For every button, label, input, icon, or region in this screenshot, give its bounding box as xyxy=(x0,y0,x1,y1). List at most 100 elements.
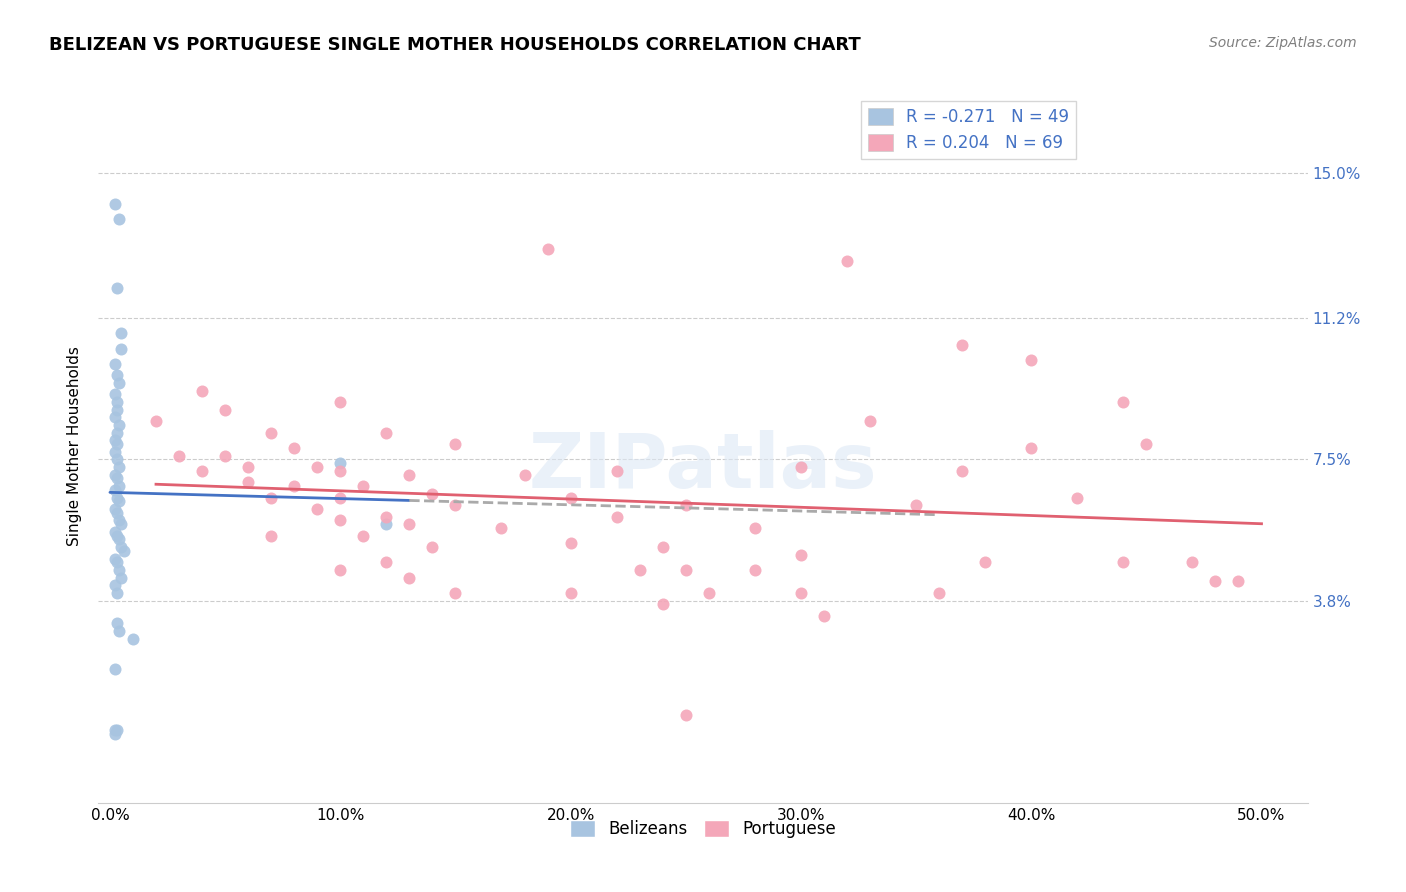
Point xyxy=(110,342,132,356)
Point xyxy=(103,551,125,566)
Point xyxy=(1112,395,1135,409)
Point xyxy=(398,517,420,532)
Point xyxy=(103,434,125,448)
Point xyxy=(105,586,128,600)
Point xyxy=(260,529,283,543)
Point xyxy=(236,475,259,490)
Point xyxy=(950,338,973,352)
Point xyxy=(103,196,125,211)
Point xyxy=(108,479,131,493)
Point xyxy=(108,211,131,226)
Point xyxy=(352,529,374,543)
Text: ZIPatlas: ZIPatlas xyxy=(529,431,877,504)
Point xyxy=(422,486,444,500)
Point xyxy=(105,395,128,409)
Point xyxy=(110,517,132,532)
Point xyxy=(105,529,128,543)
Point xyxy=(536,243,558,257)
Point xyxy=(329,464,352,478)
Point xyxy=(513,467,536,482)
Point xyxy=(145,414,167,428)
Point xyxy=(105,425,128,440)
Point xyxy=(103,357,125,371)
Y-axis label: Single Mother Households: Single Mother Households xyxy=(67,346,83,546)
Point xyxy=(606,509,628,524)
Point xyxy=(191,384,214,398)
Point xyxy=(103,662,125,676)
Point xyxy=(790,548,813,562)
Point xyxy=(108,460,131,475)
Point xyxy=(105,506,128,520)
Point xyxy=(105,555,128,569)
Point xyxy=(790,460,813,475)
Point xyxy=(108,417,131,432)
Point xyxy=(307,460,329,475)
Point xyxy=(110,571,132,585)
Point xyxy=(103,410,125,425)
Point xyxy=(835,254,858,268)
Point xyxy=(167,449,190,463)
Point xyxy=(105,437,128,451)
Point xyxy=(108,494,131,508)
Point xyxy=(108,624,131,638)
Point xyxy=(444,586,467,600)
Point xyxy=(606,464,628,478)
Point xyxy=(105,616,128,631)
Point xyxy=(1066,491,1088,505)
Point xyxy=(1019,441,1042,455)
Point xyxy=(103,578,125,592)
Point xyxy=(108,563,131,577)
Point xyxy=(560,586,582,600)
Point xyxy=(628,563,651,577)
Point xyxy=(974,555,997,569)
Point xyxy=(744,563,766,577)
Point xyxy=(1019,353,1042,368)
Point xyxy=(444,498,467,512)
Point xyxy=(560,491,582,505)
Point xyxy=(651,598,673,612)
Point xyxy=(110,540,132,554)
Point xyxy=(950,464,973,478)
Point xyxy=(260,491,283,505)
Legend: R = -0.271   N = 49, R = 0.204   N = 69: R = -0.271 N = 49, R = 0.204 N = 69 xyxy=(860,101,1076,159)
Point xyxy=(675,708,697,723)
Point xyxy=(375,509,398,524)
Text: BELIZEAN VS PORTUGUESE SINGLE MOTHER HOUSEHOLDS CORRELATION CHART: BELIZEAN VS PORTUGUESE SINGLE MOTHER HOU… xyxy=(49,36,860,54)
Point xyxy=(103,524,125,539)
Point xyxy=(329,563,352,577)
Point xyxy=(329,491,352,505)
Point xyxy=(108,513,131,527)
Point xyxy=(352,479,374,493)
Point xyxy=(329,456,352,470)
Point xyxy=(105,491,128,505)
Point xyxy=(422,540,444,554)
Point xyxy=(103,444,125,458)
Point xyxy=(444,437,467,451)
Point xyxy=(283,441,305,455)
Point xyxy=(1112,555,1135,569)
Point xyxy=(108,376,131,390)
Point xyxy=(307,502,329,516)
Text: Source: ZipAtlas.com: Source: ZipAtlas.com xyxy=(1209,36,1357,50)
Point xyxy=(859,414,882,428)
Point xyxy=(214,449,236,463)
Point xyxy=(103,723,125,738)
Point xyxy=(491,521,513,535)
Point xyxy=(675,498,697,512)
Point xyxy=(813,608,835,623)
Point xyxy=(1135,437,1157,451)
Point xyxy=(329,513,352,527)
Point xyxy=(283,479,305,493)
Point xyxy=(1227,574,1250,589)
Point xyxy=(329,395,352,409)
Point xyxy=(103,483,125,497)
Point xyxy=(260,425,283,440)
Point xyxy=(375,517,398,532)
Point xyxy=(560,536,582,550)
Point xyxy=(103,727,125,741)
Point xyxy=(1204,574,1226,589)
Point xyxy=(1181,555,1204,569)
Point xyxy=(105,471,128,485)
Point xyxy=(697,586,720,600)
Point xyxy=(103,502,125,516)
